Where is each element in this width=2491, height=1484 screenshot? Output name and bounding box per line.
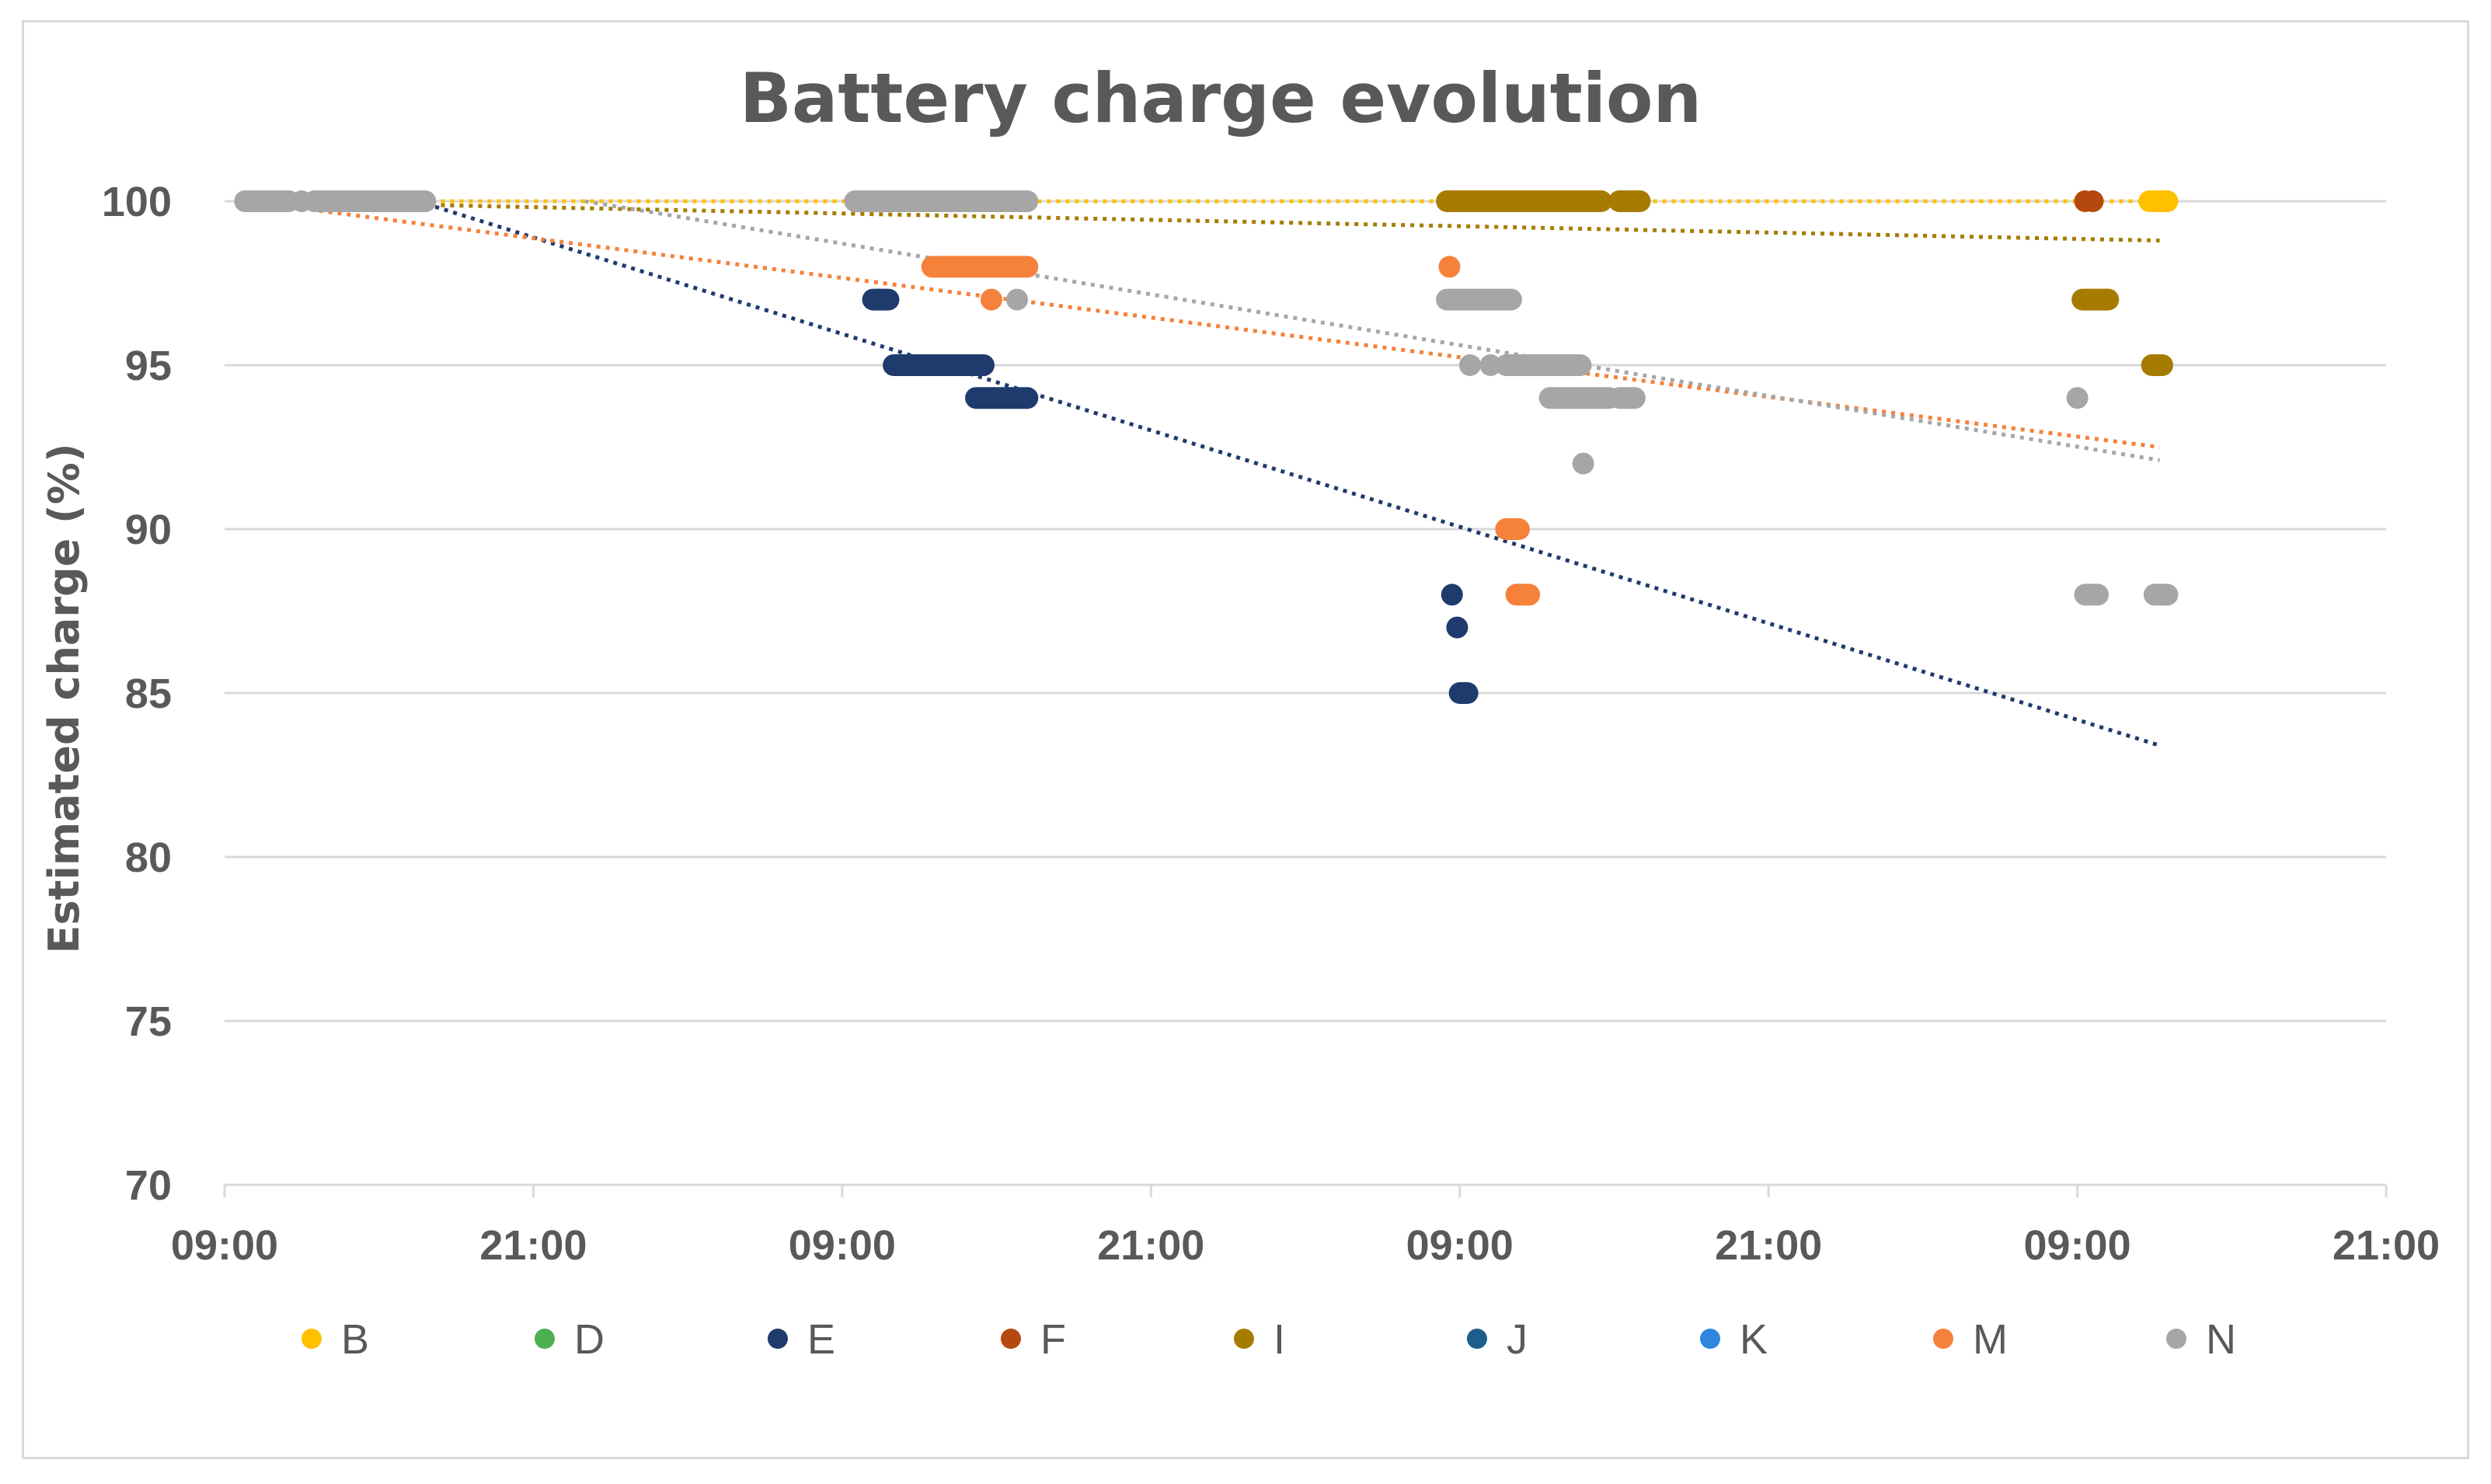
- legend-item-K: K: [1700, 1316, 1768, 1363]
- x-tick-label: 21:00: [2332, 1222, 2440, 1269]
- x-tick-label: 21:00: [479, 1222, 587, 1269]
- x-tick-label: 09:00: [1406, 1222, 1514, 1269]
- legend-item-N: N: [2166, 1316, 2236, 1363]
- legend-label: K: [1740, 1316, 1768, 1363]
- x-tick-label: 21:00: [1097, 1222, 1204, 1269]
- legend-marker: [1467, 1329, 1487, 1349]
- legend-label: N: [2206, 1316, 2236, 1363]
- legend-marker: [768, 1329, 788, 1349]
- legend-item-J: J: [1467, 1316, 1528, 1363]
- legend-item-D: D: [535, 1316, 604, 1363]
- x-tick-label: 21:00: [1715, 1222, 1822, 1269]
- trend-layer: [245, 199, 2161, 747]
- legend-label: J: [1507, 1316, 1528, 1363]
- legend-label: I: [1273, 1316, 1285, 1363]
- trendline-E: [416, 199, 2161, 747]
- legend-marker: [301, 1329, 322, 1349]
- legend-marker: [1933, 1329, 1953, 1349]
- y-tick-label: 85: [125, 671, 172, 717]
- y-tick-label: 80: [125, 834, 172, 881]
- points-layer: [234, 190, 2179, 704]
- legend-item-M: M: [1933, 1316, 2008, 1363]
- data-point-N: [1006, 288, 1029, 311]
- legend-marker: [2166, 1329, 2186, 1349]
- legend-marker: [1700, 1329, 1720, 1349]
- data-point-F: [2082, 190, 2104, 212]
- x-tick-label: 09:00: [789, 1222, 896, 1269]
- data-point-N: [1479, 354, 1502, 376]
- legend-label: F: [1040, 1316, 1066, 1363]
- legend-label: E: [807, 1316, 835, 1363]
- chart-title: Battery charge evolution: [740, 58, 1702, 138]
- data-point-E: [1451, 682, 1474, 704]
- data-point-E: [867, 288, 890, 311]
- data-point-M: [1507, 583, 1530, 606]
- data-point-N: [2066, 387, 2089, 409]
- trendline-M: [245, 199, 2160, 449]
- data-point-M: [980, 288, 1002, 311]
- trendline-N: [584, 199, 2160, 462]
- data-point-N: [1458, 354, 1481, 376]
- data-point-I: [2151, 354, 2173, 376]
- trendline-I: [245, 199, 2160, 243]
- legend-label: D: [574, 1316, 604, 1363]
- data-point-N: [291, 190, 313, 212]
- legend-item-F: F: [1001, 1316, 1066, 1363]
- data-point-M: [1438, 256, 1461, 278]
- data-point-N: [368, 190, 390, 212]
- y-tick-label: 90: [125, 507, 172, 553]
- legend-marker: [1234, 1329, 1254, 1349]
- data-point-E: [1446, 616, 1468, 639]
- y-tick-label: 75: [125, 998, 172, 1045]
- y-tick-label: 95: [125, 343, 172, 389]
- data-point-N: [2076, 583, 2099, 606]
- series-M: [921, 256, 1541, 606]
- grid-layer: [225, 200, 2386, 1022]
- data-point-N: [1572, 452, 1594, 475]
- data-point-B: [2148, 190, 2171, 212]
- legend-item-E: E: [768, 1316, 835, 1363]
- series-N: [234, 190, 2179, 606]
- x-tick-label: 09:00: [2024, 1222, 2131, 1269]
- legend-item-I: I: [1234, 1316, 1285, 1363]
- series-I: [1006, 190, 2173, 376]
- legend-marker: [1001, 1329, 1021, 1349]
- data-point-N: [234, 190, 256, 212]
- y-tick-label: 70: [125, 1162, 172, 1209]
- legend-marker: [535, 1329, 555, 1349]
- axis-layer: 70 75 80 85 90 95 100 09:00 21:00 09:00 21:00 09:00…: [102, 179, 2440, 1269]
- legend-label: B: [341, 1316, 369, 1363]
- x-tick-label: 09:00: [171, 1222, 278, 1269]
- legend-label: M: [1973, 1316, 2008, 1363]
- data-point-N: [2154, 583, 2176, 606]
- series-F: [2074, 190, 2104, 212]
- chart-svg: Battery charge evolution Estimated charg…: [40, 58, 2440, 1363]
- data-point-M: [1497, 518, 1520, 540]
- legend-item-B: B: [301, 1316, 369, 1363]
- chart-frame: Battery charge evolution Estimated charg…: [22, 20, 2469, 1459]
- data-point-E: [1441, 583, 1463, 606]
- y-axis-title: Estimated charge (%): [40, 443, 89, 953]
- series-E: [862, 288, 1479, 704]
- y-tick-label: 100: [102, 179, 172, 225]
